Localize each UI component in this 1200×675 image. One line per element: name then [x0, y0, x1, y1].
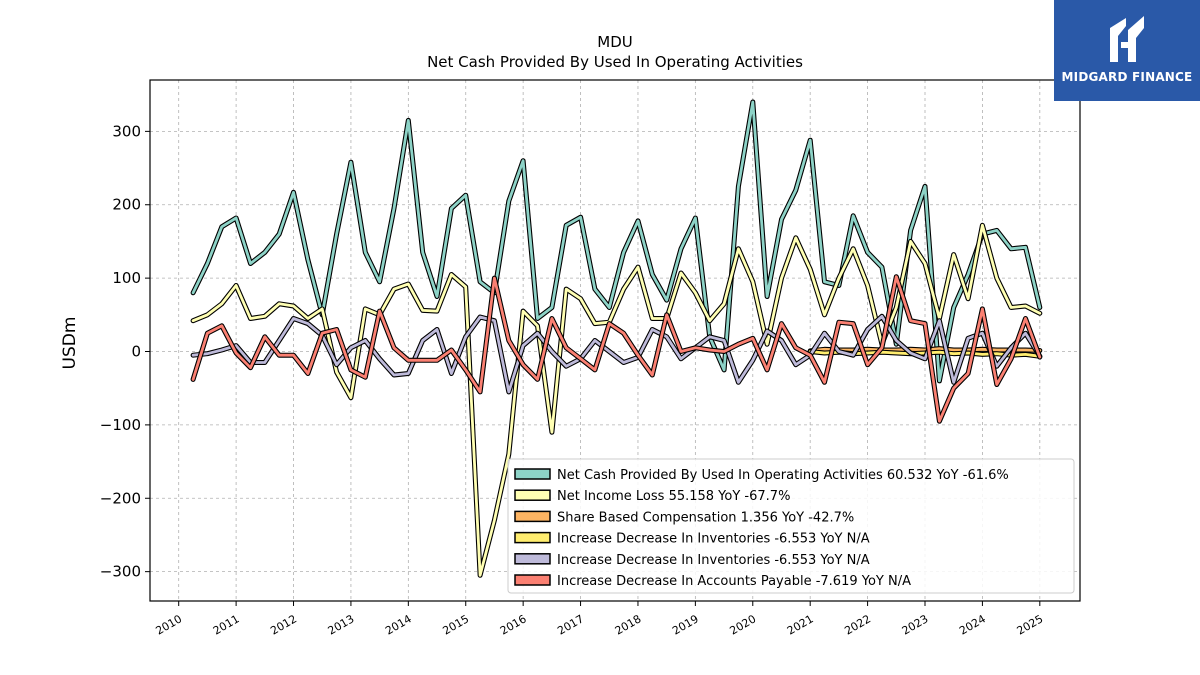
x-axis-ticks: 2010 2011 2012 2013 2014 2015 2016 2017 2018 2019… [153, 601, 1045, 638]
brand-logo: MIDGARD FINANCE [1054, 0, 1200, 101]
series-layer [190, 99, 1043, 578]
plot-frame [149, 79, 1081, 602]
x-tick-label: 2012 [268, 612, 299, 637]
chart-subtitle: Net Cash Provided By Used In Operating A… [427, 53, 803, 71]
midgard-logo-icon [1110, 16, 1144, 62]
legend-box [507, 458, 1075, 594]
x-tick-label: 2021 [785, 612, 816, 637]
legend: Net Cash Provided By Used In Operating A… [507, 458, 1075, 594]
series-line-4 [191, 314, 1042, 394]
y-tick-label: −300 [100, 563, 141, 581]
y-tick-label: 200 [112, 196, 141, 214]
x-tick-label: 2025 [1015, 612, 1046, 637]
legend-label: Increase Decrease In Inventories -6.553 … [557, 553, 870, 568]
legend-swatch [514, 468, 551, 480]
x-tick-label: 2019 [670, 612, 701, 637]
x-tick-label: 2017 [555, 612, 586, 637]
x-tick-label: 2022 [842, 612, 873, 637]
legend-swatch [514, 531, 551, 544]
y-tick-label: −200 [100, 489, 141, 507]
series-line-0 [191, 100, 1042, 383]
legend-label: Increase Decrease In Inventories -6.553 … [557, 532, 870, 547]
chart-title: MDU [597, 33, 632, 51]
x-tick-label: 2023 [900, 612, 931, 637]
x-tick-label: 2013 [326, 612, 357, 637]
legend-label: Share Based Compensation 1.356 YoY -42.7… [557, 510, 854, 525]
y-axis-ticks: −300 −200 −100 0 100 200 300 [100, 122, 150, 581]
legend-swatch [514, 553, 551, 565]
x-tick-label: 2011 [211, 612, 242, 637]
x-tick-label: 2016 [498, 612, 529, 637]
brand-name: MIDGARD FINANCE [1061, 70, 1193, 84]
series-line-2 [808, 347, 1042, 353]
x-tick-label: 2014 [383, 612, 414, 637]
y-tick-label: 100 [112, 269, 141, 287]
legend-swatch [514, 510, 551, 523]
x-tick-label: 2024 [957, 612, 988, 637]
y-axis-label: USDm [60, 317, 80, 370]
legend-label: Increase Decrease In Accounts Payable -7… [557, 574, 911, 589]
y-tick-label: 300 [112, 122, 141, 140]
x-tick-label: 2020 [728, 612, 759, 637]
x-tick-label: 2018 [613, 612, 644, 637]
y-tick-label: −100 [100, 416, 141, 434]
legend-swatch [514, 489, 551, 501]
x-tick-label: 2015 [440, 612, 471, 637]
y-tick-label: 0 [131, 343, 141, 361]
legend-swatch [514, 574, 551, 586]
legend-label: Net Income Loss 55.158 YoY -67.7% [557, 489, 790, 504]
series-line-5 [191, 275, 1042, 423]
x-tick-label: 2010 [153, 612, 184, 637]
legend-label: Net Cash Provided By Used In Operating A… [557, 468, 1009, 483]
